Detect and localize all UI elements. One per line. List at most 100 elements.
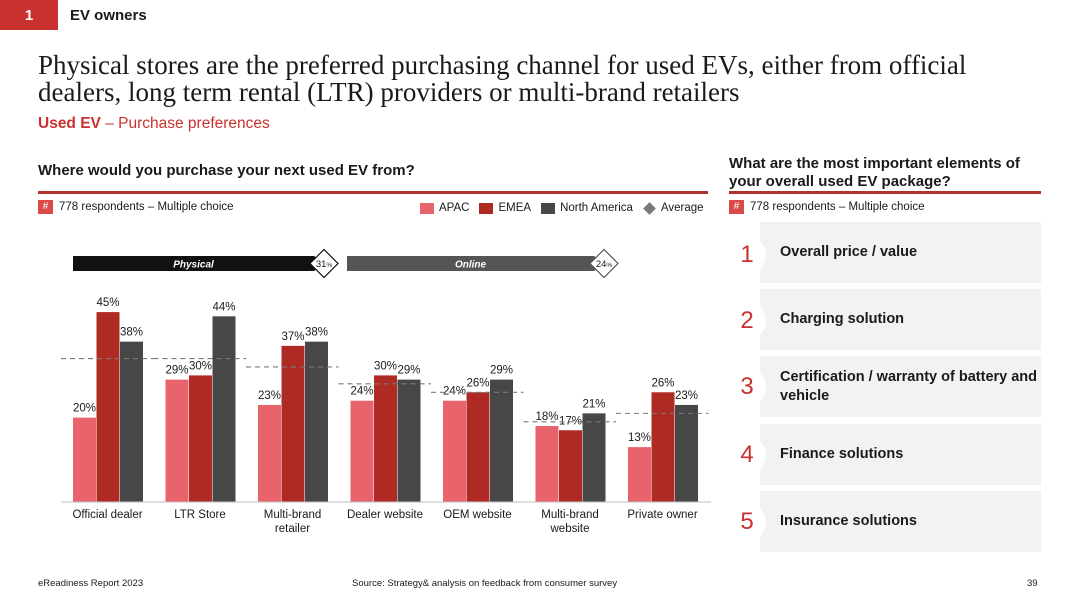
- bar-multi-brand-retailer-north-america: [305, 341, 328, 502]
- bar-official-dealer-north-america: [120, 341, 143, 502]
- left-respondents: # 778 respondents – Multiple choice: [38, 200, 234, 214]
- group-banner-online: [347, 256, 594, 271]
- preference-item-3: Certification / warranty of battery and …: [760, 356, 1041, 417]
- footer-page-number: 39: [1027, 578, 1038, 589]
- bar-oem-website-emea: [466, 392, 490, 502]
- group-banner-label-physical: Physical: [173, 260, 214, 271]
- right-respondents: # 778 respondents – Multiple choice: [729, 200, 925, 214]
- preference-label-5: Insurance solutions: [780, 513, 917, 529]
- bar-label-dealer-website-north-america: 29%: [397, 365, 420, 377]
- category-label-multi-brand-website: Multi-brand: [541, 509, 599, 521]
- right-red-rule: [729, 191, 1041, 194]
- bar-label-dealer-website-emea: 30%: [374, 360, 397, 372]
- bar-label-ltr-store-apac: 29%: [165, 365, 188, 377]
- section-number-badge: 1: [0, 0, 58, 30]
- bar-oem-website-apac: [443, 400, 466, 502]
- legend-label-emea: EMEA: [498, 202, 532, 214]
- legend-label-north-america: North America: [560, 202, 633, 214]
- group-average-diamond-physical: [309, 248, 339, 279]
- preference-item-5: Insurance solutions: [760, 491, 1041, 552]
- category-label-multi-brand-retailer-line2: retailer: [275, 523, 310, 535]
- legend-item-emea: EMEA: [479, 202, 531, 214]
- preference-rank-2: 2: [728, 302, 766, 340]
- preference-item-1: Overall price / value: [760, 222, 1041, 283]
- bar-label-official-dealer-emea: 45%: [96, 297, 119, 309]
- hash-badge: #: [38, 200, 53, 214]
- bar-label-multi-brand-retailer-north-america: 38%: [305, 327, 328, 339]
- bar-multi-brand-website-north-america: [582, 413, 606, 502]
- category-label-ltr-store: LTR Store: [174, 509, 226, 521]
- bar-label-official-dealer-north-america: 38%: [120, 327, 143, 339]
- bar-label-dealer-website-apac: 24%: [350, 386, 373, 398]
- legend-item-apac: APAC: [420, 202, 469, 214]
- preference-label-3: Certification / warranty of battery and …: [780, 368, 1038, 404]
- legend-swatch-north-america: [541, 202, 556, 214]
- bar-ltr-store-emea: [189, 375, 212, 502]
- bar-label-private-owner-emea: 26%: [651, 377, 674, 389]
- footer-report-name: eReadiness Report 2023: [38, 578, 144, 589]
- bar-ltr-store-north-america: [212, 316, 236, 502]
- subtitle-rest: – Purchase preferences: [100, 115, 270, 132]
- bar-dealer-website-emea: [374, 375, 397, 502]
- legend-swatch-apac: [420, 202, 434, 214]
- preference-rank-5: 5: [728, 503, 766, 541]
- preference-item-2: Charging solution: [760, 289, 1041, 350]
- bar-private-owner-north-america: [675, 404, 698, 502]
- group-banner-physical: [73, 256, 314, 271]
- bar-official-dealer-apac: [73, 417, 96, 502]
- bar-dealer-website-apac: [350, 400, 374, 502]
- subtitle-bold: Used EV: [38, 115, 101, 132]
- preference-label-1: Overall price / value: [780, 244, 918, 260]
- legend-swatch-emea: [479, 202, 494, 214]
- bar-label-oem-website-north-america: 29%: [490, 365, 513, 377]
- preference-rank-1: 1: [728, 236, 766, 274]
- group-average-diamond-online: [589, 248, 619, 279]
- bar-multi-brand-retailer-apac: [258, 404, 281, 502]
- group-banner-label-online: Online: [455, 260, 487, 271]
- bar-oem-website-north-america: [490, 379, 513, 502]
- left-red-rule: [38, 191, 708, 194]
- group-average-value-physical: 31%: [316, 259, 333, 270]
- footer-source: Source: Strategy& analysis on feedback f…: [352, 578, 618, 589]
- bar-label-multi-brand-website-apac: 18%: [535, 411, 558, 423]
- bar-multi-brand-website-emea: [559, 430, 582, 502]
- right-respondents-text: 778 respondents – Multiple choice: [750, 201, 925, 213]
- page-title: Physical stores are the preferred purcha…: [38, 50, 967, 107]
- bar-label-official-dealer-apac: 20%: [73, 403, 96, 415]
- page-subtitle: Used EV – Purchase preferences: [38, 115, 270, 133]
- group-average-value-online: 24%: [596, 259, 613, 270]
- left-question-title: Where would you purchase your next used …: [38, 162, 415, 179]
- category-label-oem-website: OEM website: [443, 509, 511, 521]
- category-label-official-dealer: Official dealer: [72, 509, 142, 521]
- legend-label-apac: APAC: [439, 202, 470, 214]
- bar-label-ltr-store-north-america: 44%: [212, 301, 235, 313]
- bar-chart: Physical 31% Online 24% 20% 45% 38% Official de…: [61, 248, 711, 535]
- preference-rank-4: 4: [728, 436, 766, 474]
- bar-label-private-owner-apac: 13%: [628, 432, 651, 444]
- bar-label-oem-website-emea: 26%: [466, 377, 489, 389]
- bar-private-owner-emea: [651, 392, 675, 502]
- bar-multi-brand-website-apac: [535, 426, 559, 502]
- group-average-unit-online: %: [606, 262, 612, 269]
- category-label-multi-brand-website-line2: website: [550, 523, 590, 535]
- legend-label-average: Average: [660, 202, 704, 214]
- category-label-dealer-website: Dealer website: [347, 509, 423, 521]
- bar-label-multi-brand-website-north-america: 21%: [582, 398, 605, 410]
- hash-badge: #: [729, 200, 744, 214]
- legend-diamond-average: [643, 201, 656, 215]
- bar-label-ltr-store-emea: 30%: [189, 360, 212, 372]
- bar-label-private-owner-north-america: 23%: [675, 390, 698, 402]
- legend-item-north-america: North America: [541, 202, 633, 214]
- bar-label-multi-brand-website-emea: 17%: [559, 415, 582, 427]
- chart-legend: APAC EMEA North America Average: [420, 201, 714, 215]
- category-label-private-owner: Private owner: [627, 509, 697, 521]
- legend-item-average: Average: [643, 201, 704, 215]
- preference-label-4: Finance solutions: [780, 446, 904, 462]
- preference-item-4: Finance solutions: [760, 424, 1041, 485]
- bar-ltr-store-apac: [165, 379, 189, 502]
- bar-label-multi-brand-retailer-emea: 37%: [281, 331, 304, 343]
- bar-label-multi-brand-retailer-apac: 23%: [258, 390, 281, 402]
- section-title: EV owners: [70, 7, 147, 24]
- category-label-multi-brand-retailer: Multi-brand: [264, 509, 322, 521]
- preference-label-2: Charging solution: [780, 311, 905, 327]
